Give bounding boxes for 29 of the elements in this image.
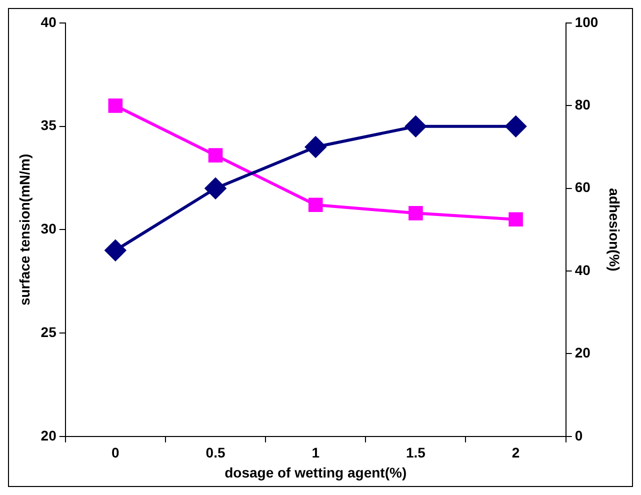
- point: [405, 116, 426, 137]
- y2-axis-title: adhesion(%): [606, 188, 623, 272]
- x-tick-label: 0.5: [206, 444, 226, 461]
- x-tick-label: 2: [512, 444, 520, 461]
- y-tick-label: 25: [40, 324, 57, 340]
- y-tick-label: 20: [40, 427, 57, 444]
- point: [508, 212, 523, 227]
- y-tick-label: 35: [40, 117, 57, 134]
- y-axis-title: surface tension(mN/m): [16, 154, 32, 306]
- point: [108, 98, 123, 113]
- point: [104, 240, 126, 261]
- x-tick-label: 0: [112, 444, 120, 461]
- y-tick-label: 30: [40, 220, 57, 237]
- y2-tick-label: 80: [574, 96, 591, 113]
- y2-tick-label: 20: [574, 344, 591, 361]
- point: [305, 136, 326, 158]
- y2-tick-label: 0: [574, 427, 583, 444]
- point: [408, 206, 423, 220]
- point: [505, 116, 526, 137]
- y-tick-label: 40: [40, 14, 57, 30]
- point: [205, 178, 226, 199]
- point: [308, 198, 323, 212]
- y2-tick-label: 40: [574, 262, 591, 278]
- y2-tick-label: 100: [574, 14, 598, 30]
- y2-tick-label: 60: [574, 179, 591, 196]
- x-axis-title: dosage of wetting agent(%): [224, 464, 407, 480]
- point: [208, 148, 223, 162]
- x-tick-label: 1: [312, 444, 320, 461]
- x-tick-label: 1.5: [406, 444, 426, 461]
